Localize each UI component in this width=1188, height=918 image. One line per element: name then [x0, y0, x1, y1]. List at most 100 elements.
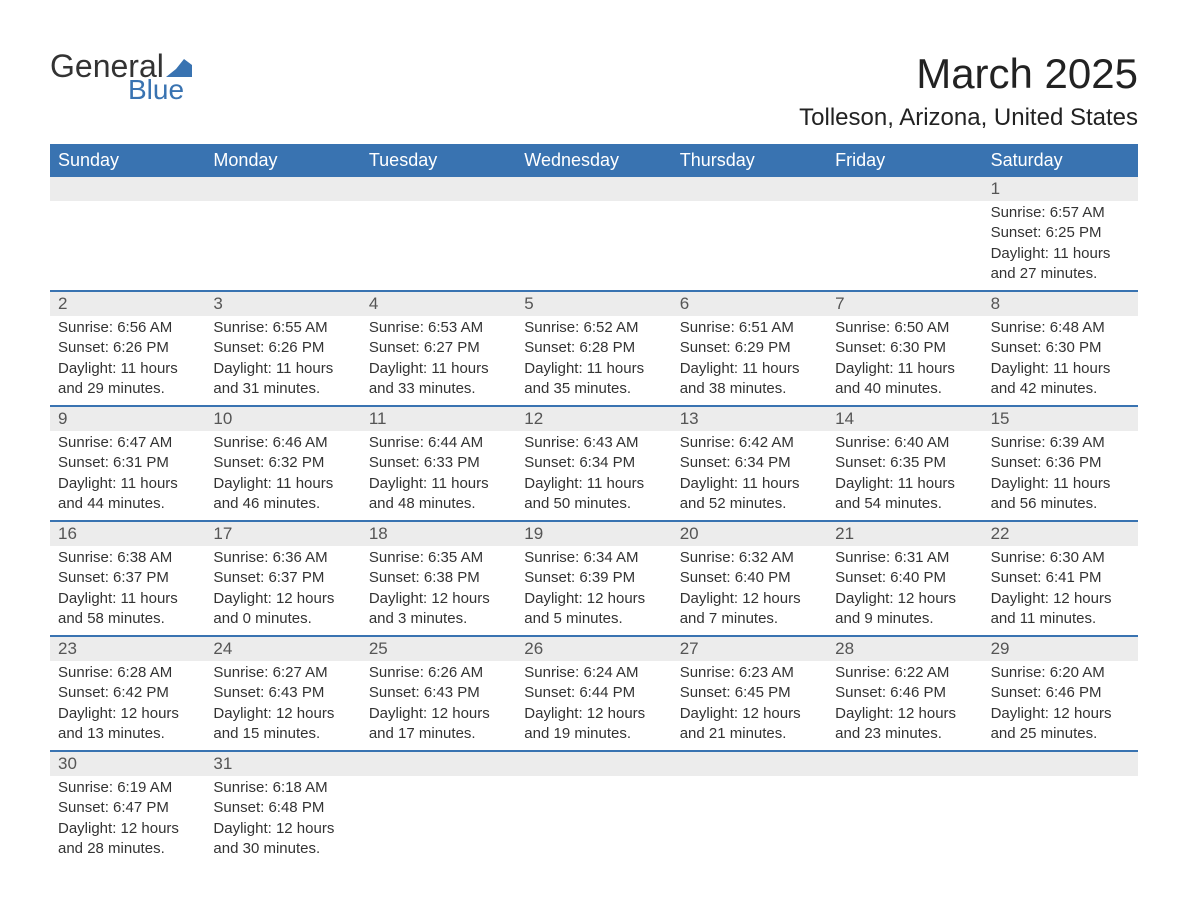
- daylight-line: Daylight: 11 hours and 33 minutes.: [369, 359, 508, 400]
- sunrise-line: Sunrise: 6:56 AM: [58, 318, 197, 338]
- daylight-line: Daylight: 12 hours and 21 minutes.: [680, 704, 819, 745]
- sunset-line: Sunset: 6:43 PM: [369, 683, 508, 703]
- sunrise-line: Sunrise: 6:53 AM: [369, 318, 508, 338]
- daynum-row: 2345678: [50, 292, 1138, 316]
- day-details: Sunrise: 6:47 AMSunset: 6:31 PMDaylight:…: [50, 431, 205, 520]
- sunrise-line: Sunrise: 6:36 AM: [213, 548, 352, 568]
- daylight-line: Daylight: 12 hours and 23 minutes.: [835, 704, 974, 745]
- day-details: Sunrise: 6:38 AMSunset: 6:37 PMDaylight:…: [50, 546, 205, 635]
- day-details: Sunrise: 6:40 AMSunset: 6:35 PMDaylight:…: [827, 431, 982, 520]
- day-number: 29: [983, 637, 1138, 661]
- day-number: [361, 752, 516, 776]
- day-details: Sunrise: 6:19 AMSunset: 6:47 PMDaylight:…: [50, 776, 205, 865]
- day-number: 5: [516, 292, 671, 316]
- sunrise-line: Sunrise: 6:38 AM: [58, 548, 197, 568]
- daylight-line: Daylight: 11 hours and 46 minutes.: [213, 474, 352, 515]
- daylight-line: Daylight: 12 hours and 28 minutes.: [58, 819, 197, 860]
- sunrise-line: Sunrise: 6:47 AM: [58, 433, 197, 453]
- sunset-line: Sunset: 6:41 PM: [991, 568, 1130, 588]
- week-1: 1Sunrise: 6:57 AMSunset: 6:25 PMDaylight…: [50, 177, 1138, 292]
- sunset-line: Sunset: 6:40 PM: [835, 568, 974, 588]
- day-details: Sunrise: 6:23 AMSunset: 6:45 PMDaylight:…: [672, 661, 827, 750]
- day-number: 19: [516, 522, 671, 546]
- sunset-line: Sunset: 6:34 PM: [524, 453, 663, 473]
- week-2: 2345678Sunrise: 6:56 AMSunset: 6:26 PMDa…: [50, 292, 1138, 407]
- day-details: [672, 201, 827, 290]
- sunset-line: Sunset: 6:48 PM: [213, 798, 352, 818]
- daylight-line: Daylight: 12 hours and 25 minutes.: [991, 704, 1130, 745]
- day-number: [361, 177, 516, 201]
- day-number: 4: [361, 292, 516, 316]
- sunrise-line: Sunrise: 6:30 AM: [991, 548, 1130, 568]
- sunrise-line: Sunrise: 6:31 AM: [835, 548, 974, 568]
- day-number: 12: [516, 407, 671, 431]
- day-number: 10: [205, 407, 360, 431]
- day-number: 20: [672, 522, 827, 546]
- day-details: Sunrise: 6:24 AMSunset: 6:44 PMDaylight:…: [516, 661, 671, 750]
- location-subtitle: Tolleson, Arizona, United States: [799, 104, 1138, 132]
- sunrise-line: Sunrise: 6:57 AM: [991, 203, 1130, 223]
- day-details: Sunrise: 6:18 AMSunset: 6:48 PMDaylight:…: [205, 776, 360, 865]
- day-number: [672, 177, 827, 201]
- daylight-line: Daylight: 11 hours and 35 minutes.: [524, 359, 663, 400]
- daynum-row: 1: [50, 177, 1138, 201]
- day-details: Sunrise: 6:57 AMSunset: 6:25 PMDaylight:…: [983, 201, 1138, 290]
- day-header-tuesday: Tuesday: [361, 144, 516, 177]
- day-details: [827, 776, 982, 865]
- day-details: Sunrise: 6:39 AMSunset: 6:36 PMDaylight:…: [983, 431, 1138, 520]
- details-row: Sunrise: 6:57 AMSunset: 6:25 PMDaylight:…: [50, 201, 1138, 290]
- day-details: [516, 201, 671, 290]
- day-details: Sunrise: 6:44 AMSunset: 6:33 PMDaylight:…: [361, 431, 516, 520]
- sunrise-line: Sunrise: 6:23 AM: [680, 663, 819, 683]
- daylight-line: Daylight: 12 hours and 15 minutes.: [213, 704, 352, 745]
- sunrise-line: Sunrise: 6:34 AM: [524, 548, 663, 568]
- month-title: March 2025: [799, 50, 1138, 98]
- sunset-line: Sunset: 6:26 PM: [58, 338, 197, 358]
- day-number: 13: [672, 407, 827, 431]
- day-details: [672, 776, 827, 865]
- day-header-row: SundayMondayTuesdayWednesdayThursdayFrid…: [50, 144, 1138, 177]
- daylight-line: Daylight: 11 hours and 50 minutes.: [524, 474, 663, 515]
- daylight-line: Daylight: 11 hours and 38 minutes.: [680, 359, 819, 400]
- daylight-line: Daylight: 12 hours and 13 minutes.: [58, 704, 197, 745]
- daylight-line: Daylight: 12 hours and 30 minutes.: [213, 819, 352, 860]
- details-row: Sunrise: 6:28 AMSunset: 6:42 PMDaylight:…: [50, 661, 1138, 750]
- daylight-line: Daylight: 12 hours and 17 minutes.: [369, 704, 508, 745]
- sunset-line: Sunset: 6:31 PM: [58, 453, 197, 473]
- day-number: 24: [205, 637, 360, 661]
- daylight-line: Daylight: 12 hours and 11 minutes.: [991, 589, 1130, 630]
- sunrise-line: Sunrise: 6:40 AM: [835, 433, 974, 453]
- sunset-line: Sunset: 6:37 PM: [58, 568, 197, 588]
- daylight-line: Daylight: 12 hours and 7 minutes.: [680, 589, 819, 630]
- day-number: 23: [50, 637, 205, 661]
- day-number: 25: [361, 637, 516, 661]
- sunrise-line: Sunrise: 6:51 AM: [680, 318, 819, 338]
- day-details: Sunrise: 6:35 AMSunset: 6:38 PMDaylight:…: [361, 546, 516, 635]
- day-number: 15: [983, 407, 1138, 431]
- sunset-line: Sunset: 6:37 PM: [213, 568, 352, 588]
- sunset-line: Sunset: 6:40 PM: [680, 568, 819, 588]
- sunset-line: Sunset: 6:26 PM: [213, 338, 352, 358]
- day-header-friday: Friday: [827, 144, 982, 177]
- day-details: Sunrise: 6:53 AMSunset: 6:27 PMDaylight:…: [361, 316, 516, 405]
- day-header-thursday: Thursday: [672, 144, 827, 177]
- daylight-line: Daylight: 11 hours and 52 minutes.: [680, 474, 819, 515]
- sunrise-line: Sunrise: 6:55 AM: [213, 318, 352, 338]
- sunset-line: Sunset: 6:42 PM: [58, 683, 197, 703]
- day-header-monday: Monday: [205, 144, 360, 177]
- day-number: 17: [205, 522, 360, 546]
- sunset-line: Sunset: 6:32 PM: [213, 453, 352, 473]
- day-details: Sunrise: 6:55 AMSunset: 6:26 PMDaylight:…: [205, 316, 360, 405]
- week-4: 16171819202122Sunrise: 6:38 AMSunset: 6:…: [50, 522, 1138, 637]
- daylight-line: Daylight: 12 hours and 5 minutes.: [524, 589, 663, 630]
- details-row: Sunrise: 6:56 AMSunset: 6:26 PMDaylight:…: [50, 316, 1138, 405]
- day-number: [50, 177, 205, 201]
- sunrise-line: Sunrise: 6:22 AM: [835, 663, 974, 683]
- day-details: [516, 776, 671, 865]
- sunrise-line: Sunrise: 6:46 AM: [213, 433, 352, 453]
- logo: General Blue: [50, 50, 192, 104]
- day-header-saturday: Saturday: [983, 144, 1138, 177]
- day-number: [983, 752, 1138, 776]
- sunset-line: Sunset: 6:28 PM: [524, 338, 663, 358]
- day-details: Sunrise: 6:48 AMSunset: 6:30 PMDaylight:…: [983, 316, 1138, 405]
